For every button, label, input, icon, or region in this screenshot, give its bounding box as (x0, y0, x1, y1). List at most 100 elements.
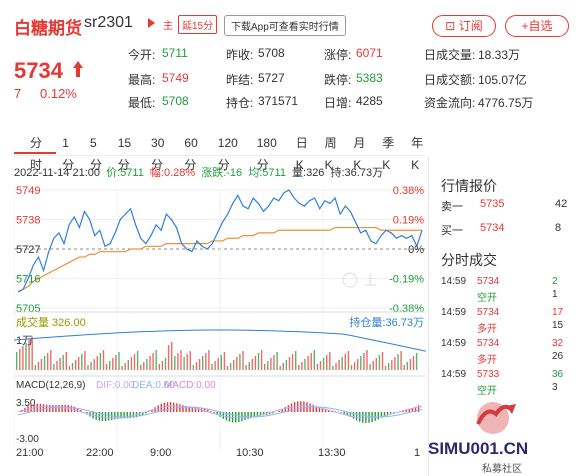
volume-bar (381, 352, 384, 370)
position-line (14, 329, 426, 352)
watermark-text: 上 (364, 273, 377, 288)
macd-bar (52, 405, 54, 412)
volume-bar (322, 358, 325, 370)
trade-price: 5734 (477, 307, 500, 318)
time-axis-label: 1 (414, 447, 420, 459)
macd-bar (383, 412, 386, 417)
volume-bar (164, 358, 167, 370)
volume-bar (146, 359, 148, 370)
add-watchlist-button[interactable]: +自选 (505, 15, 569, 37)
macd-bar (321, 408, 324, 412)
macd-bar (380, 412, 383, 418)
orderbook-label: 买一 (441, 225, 463, 237)
volume-bar (406, 362, 408, 370)
volume-bar (391, 360, 393, 370)
volume-bar (50, 350, 52, 370)
play-icon[interactable] (148, 18, 155, 28)
up-arrow-icon (73, 61, 83, 77)
subscribe-button[interactable]: ⊡ 订阅 (432, 15, 496, 37)
tab-30分[interactable]: 30分 (151, 136, 165, 172)
macd-bar (151, 409, 153, 412)
macd-bar (169, 402, 172, 412)
delay-badge: 延15分 (178, 15, 218, 34)
tab-1分[interactable]: 1分 (62, 136, 75, 172)
price-change: 7 (14, 86, 22, 101)
pct-axis-label: 0.38% (393, 185, 424, 197)
volume-bar (115, 355, 117, 370)
volume-bar (307, 356, 309, 370)
tab-60分[interactable]: 60分 (184, 136, 198, 172)
macd-bar (145, 412, 147, 414)
stat-value: 5708 (162, 94, 189, 108)
trade-type: 空开 (477, 293, 497, 304)
volume-bar (62, 355, 64, 370)
info-time: 2022-11-14 21:00 (14, 167, 101, 179)
volume-bar (344, 354, 346, 370)
volume-bar (332, 366, 334, 370)
tab-180分[interactable]: 180分 (256, 136, 277, 172)
stat-label: 持仓: (226, 96, 254, 110)
volume-bar (130, 357, 133, 370)
tab-季K[interactable]: 季K (382, 136, 395, 172)
trade-type: 多开 (477, 324, 497, 335)
volume-bar (350, 365, 353, 370)
stat-value: 6071 (356, 46, 383, 60)
download-app-button[interactable]: 下载App可查看实时行情 (224, 15, 346, 36)
macd-bar (346, 412, 348, 416)
last-price: 5734 (14, 58, 63, 83)
macd-bar (328, 410, 330, 412)
volume-bar (43, 356, 46, 370)
period-tabs: 分时 1分 5分 15分 30分 60分 120分 180分 日K 周K 月K 季K 年K (14, 132, 434, 172)
tab-5分[interactable]: 5分 (89, 136, 102, 172)
macd-bar (49, 404, 51, 412)
volume-bar (353, 362, 356, 370)
tab-15分[interactable]: 15分 (117, 136, 132, 172)
volume-bar (28, 340, 30, 370)
volume-bar (205, 353, 207, 370)
volume-bar (239, 354, 241, 370)
tab-分时[interactable]: 分时 (14, 132, 57, 172)
macd-bar (55, 405, 57, 412)
volume-bar (143, 362, 145, 370)
volume-bar (78, 357, 80, 370)
volume-bar (360, 356, 362, 370)
time-axis-label: 9:00 (150, 447, 171, 459)
dif-line (17, 405, 423, 419)
volume-bar (326, 355, 328, 370)
macd-bar (210, 411, 212, 412)
macd-bar (36, 403, 38, 412)
intraday-chart[interactable]: 上 5749 5738 5727 5716 5705 0.38% 0.19% 0% -0.19% -… (14, 180, 426, 460)
macd-bar (390, 412, 392, 414)
macd-bar (368, 412, 370, 423)
quote-panel-title: 行情报价 (441, 178, 497, 194)
volume-bar (363, 353, 365, 370)
volume-bar (229, 363, 232, 370)
macd-bar (123, 412, 125, 419)
tab-月K[interactable]: 月K (353, 136, 366, 172)
volume-bar (251, 359, 253, 370)
tab-年K[interactable]: 年K (411, 136, 424, 172)
tab-周K[interactable]: 周K (324, 136, 337, 172)
macd-bar (197, 407, 200, 412)
volume-bar (161, 361, 164, 370)
macd-bar (284, 407, 286, 412)
volume-bar (282, 363, 284, 370)
volume-bar (102, 350, 105, 370)
macd-bar (349, 412, 352, 418)
stat-label: 最高: (128, 73, 156, 87)
macd-bar (315, 406, 317, 412)
tab-120分[interactable]: 120分 (217, 136, 238, 172)
macd-bar (182, 405, 184, 412)
volume-bar (409, 359, 412, 370)
macd-axis-bottom: -3.00 (16, 434, 39, 445)
volume-bar (121, 366, 123, 370)
volume-bar (149, 356, 151, 370)
volume-bar (270, 358, 272, 370)
volume-bar (118, 352, 120, 370)
macd-bar (213, 412, 215, 413)
trade-price: 5733 (477, 369, 500, 380)
trade-qty: 32 (552, 338, 564, 349)
tab-日K[interactable]: 日K (295, 136, 308, 172)
volume-bar (37, 362, 40, 370)
svg-text:私募社区: 私募社区 (482, 462, 522, 475)
